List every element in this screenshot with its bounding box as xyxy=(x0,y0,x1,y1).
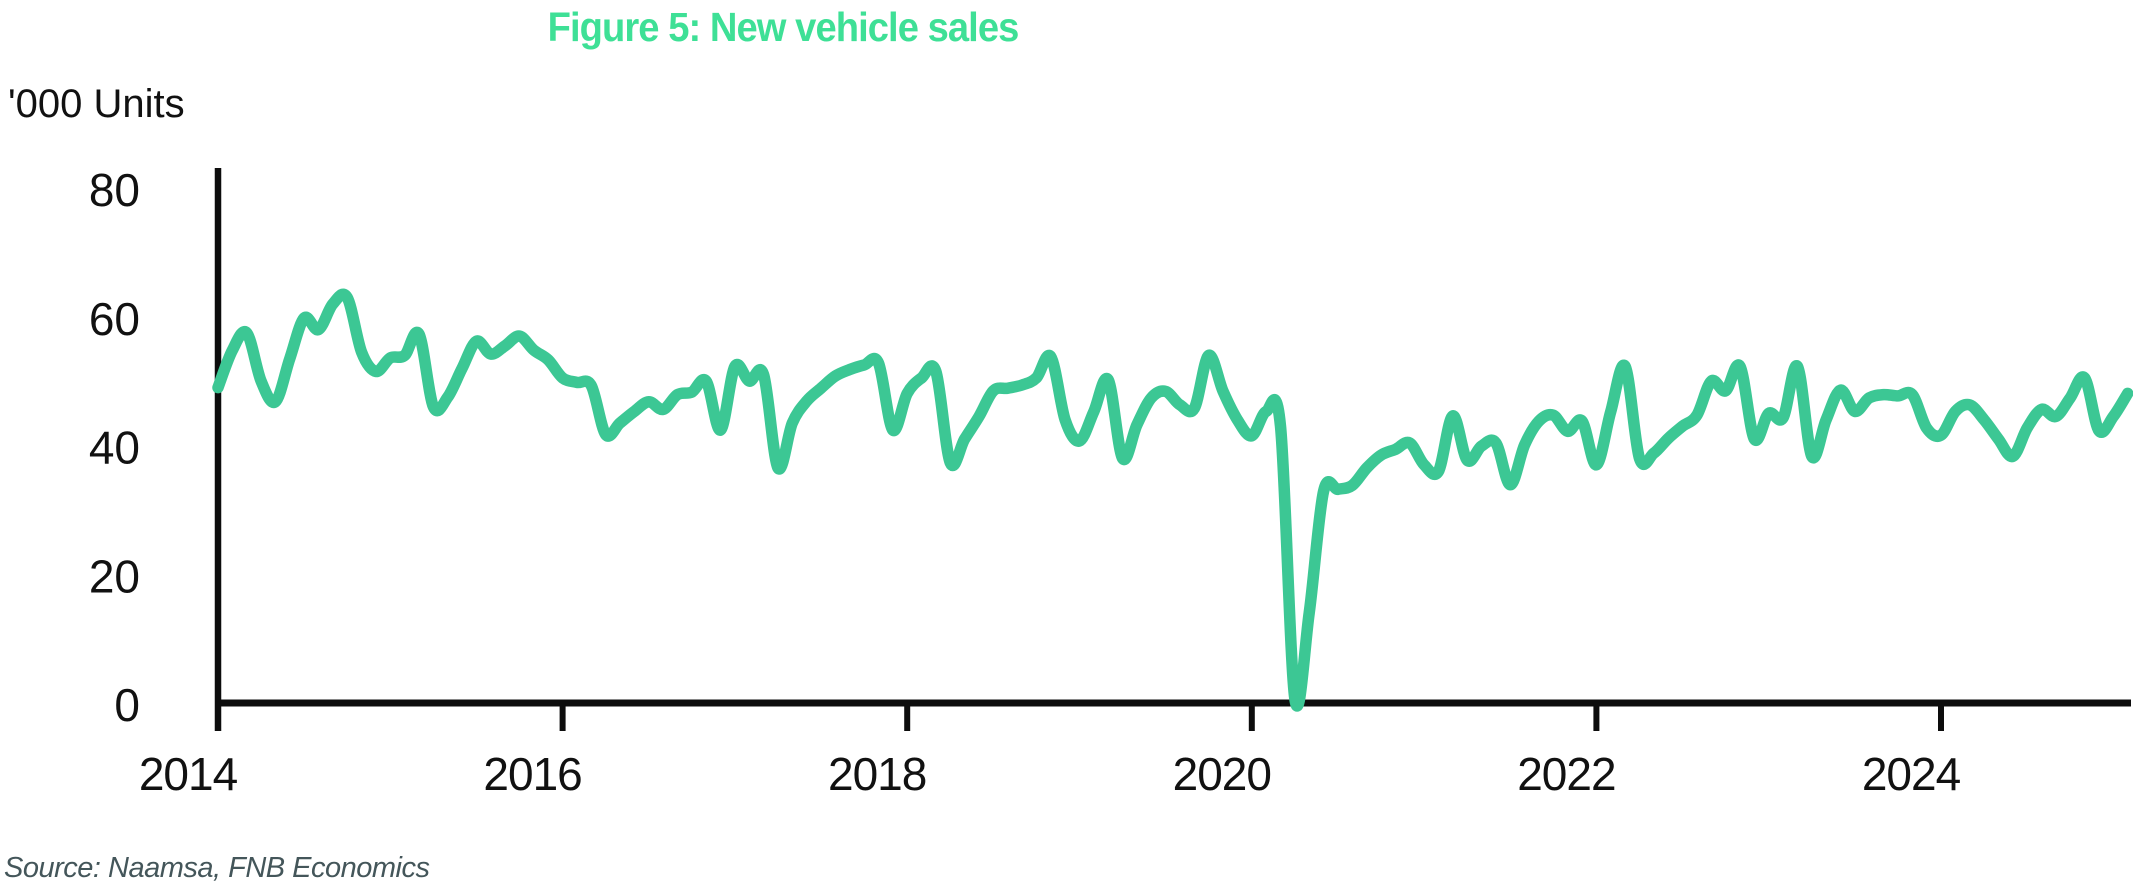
sales-line-series xyxy=(212,288,2133,712)
axis-tick-labels: 2014 2016 2018 2020 2022 2024 0 20 40 60 80 xyxy=(89,164,1962,800)
svg-text:2014: 2014 xyxy=(139,748,238,800)
svg-text:2024: 2024 xyxy=(1862,748,1961,800)
svg-text:2016: 2016 xyxy=(483,748,581,800)
y-axis-units-label: '000 Units xyxy=(8,82,185,126)
svg-text:60: 60 xyxy=(89,293,140,345)
chart-title: Figure 5: New vehicle sales xyxy=(547,4,1020,50)
svg-text:20: 20 xyxy=(89,550,140,602)
svg-text:80: 80 xyxy=(89,164,140,216)
axes xyxy=(214,168,2131,731)
svg-text:2022: 2022 xyxy=(1517,748,1615,800)
svg-text:0: 0 xyxy=(114,679,140,731)
svg-text:2020: 2020 xyxy=(1173,748,1271,800)
svg-text:2018: 2018 xyxy=(828,748,926,800)
source-note: Source: Naamsa, FNB Economics xyxy=(4,852,430,884)
svg-text:40: 40 xyxy=(89,422,140,474)
